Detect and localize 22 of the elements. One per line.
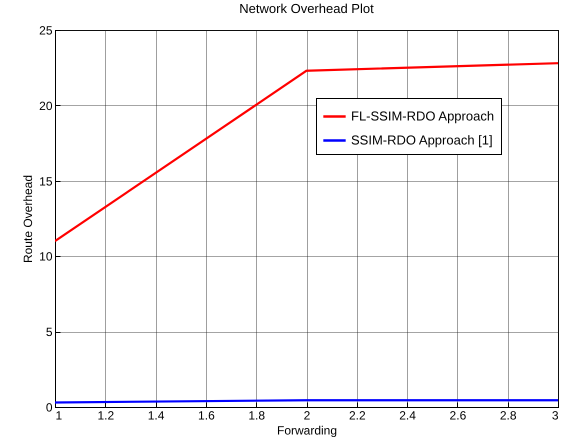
y-tick-label: 15 [39, 174, 53, 188]
legend-label: FL-SSIM-RDO Approach [351, 108, 494, 124]
x-tick-label: 2.6 [450, 408, 467, 422]
x-tick-label: 2.4 [399, 408, 416, 422]
y-axis-title: Route Overhead [21, 174, 36, 264]
x-tick-label: 1.2 [97, 408, 114, 422]
x-tick-label: 2.8 [500, 408, 517, 422]
y-tick-label: 0 [46, 400, 53, 414]
y-tick-label: 5 [46, 325, 53, 340]
x-tick-label: 1.6 [198, 408, 216, 422]
x-tick-label: 1 [56, 408, 62, 422]
x-tick-label: 2 [304, 408, 311, 422]
x-axis-title: Forwarding [276, 424, 338, 438]
x-tick-label: 1.8 [248, 408, 266, 422]
y-tick-label: 25 [39, 24, 53, 38]
legend-label: SSIM-RDO Approach [1] [351, 132, 493, 148]
x-tick-label: 1.4 [148, 408, 165, 422]
x-tick-label: 2.2 [348, 408, 366, 422]
chart-title: Network Overhead Plot [239, 1, 374, 16]
x-tick-label: 3 [552, 408, 559, 422]
y-tick-label: 10 [39, 250, 53, 264]
y-tick-label: 20 [39, 98, 53, 113]
